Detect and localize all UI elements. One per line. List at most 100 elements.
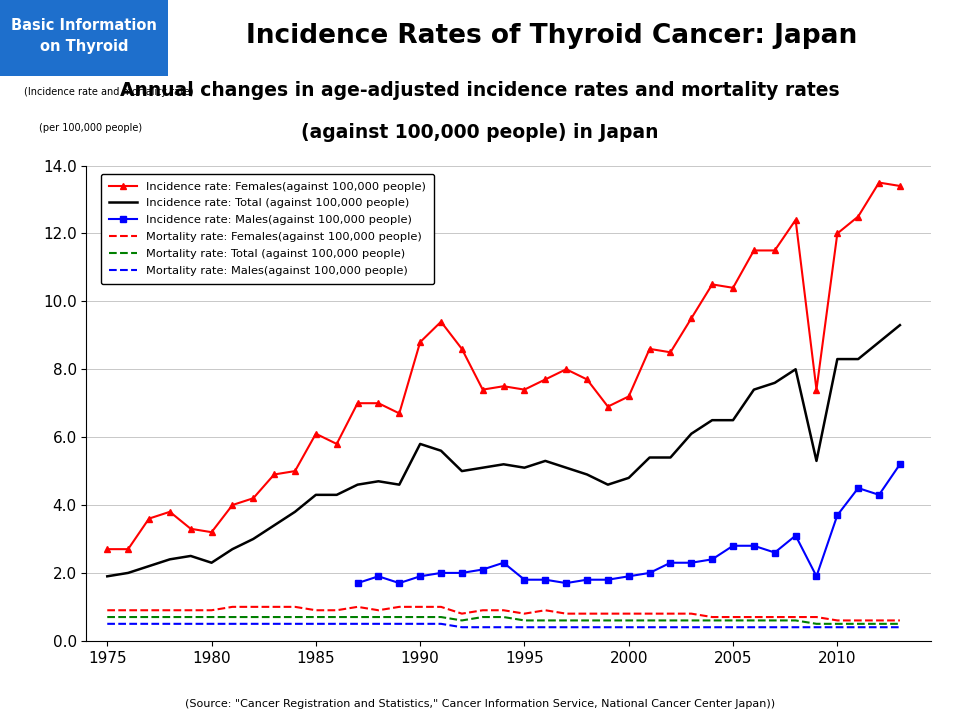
Mortality rate: Females(against 100,000 people): (1.98e+03, 0.9): Females(against 100,000 people): (1.98e+… <box>143 606 155 615</box>
Mortality rate: Males(against 100,000 people): (2e+03, 0.4): Males(against 100,000 people): (2e+03, 0… <box>602 623 613 631</box>
Incidence rate: Females(against 100,000 people): (2.01e+03, 7.4): Females(against 100,000 people): (2.01e+… <box>810 385 822 394</box>
Incidence rate: Males(against 100,000 people): (2e+03, 1.8): Males(against 100,000 people): (2e+03, 1… <box>540 575 551 584</box>
Mortality rate: Females(against 100,000 people): (2.01e+03, 0.6): Females(against 100,000 people): (2.01e+… <box>894 616 905 625</box>
Incidence rate: Females(against 100,000 people): (1.99e+03, 7.4): Females(against 100,000 people): (1.99e+… <box>477 385 489 394</box>
Mortality rate: Total (against 100,000 people): (1.98e+03, 0.7): Total (against 100,000 people): (1.98e+0… <box>185 613 197 621</box>
Mortality rate: Males(against 100,000 people): (1.99e+03, 0.5): Males(against 100,000 people): (1.99e+03… <box>435 619 446 628</box>
Incidence rate: Total (against 100,000 people): (1.98e+03, 2.4): Total (against 100,000 people): (1.98e+0… <box>164 555 176 564</box>
Mortality rate: Total (against 100,000 people): (2e+03, 0.6): Total (against 100,000 people): (2e+03, … <box>728 616 739 625</box>
Mortality rate: Males(against 100,000 people): (2e+03, 0.4): Males(against 100,000 people): (2e+03, 0… <box>644 623 656 631</box>
Mortality rate: Total (against 100,000 people): (1.99e+03, 0.7): Total (against 100,000 people): (1.99e+0… <box>394 613 405 621</box>
Mortality rate: Total (against 100,000 people): (2.01e+03, 0.5): Total (against 100,000 people): (2.01e+0… <box>831 619 843 628</box>
Incidence rate: Total (against 100,000 people): (2e+03, 6.5): Total (against 100,000 people): (2e+03, … <box>707 416 718 425</box>
Mortality rate: Total (against 100,000 people): (1.98e+03, 0.7): Total (against 100,000 people): (1.98e+0… <box>164 613 176 621</box>
Mortality rate: Females(against 100,000 people): (1.99e+03, 0.9): Females(against 100,000 people): (1.99e+… <box>372 606 384 615</box>
Mortality rate: Total (against 100,000 people): (1.99e+03, 0.7): Total (against 100,000 people): (1.99e+0… <box>435 613 446 621</box>
Incidence rate: Males(against 100,000 people): (1.99e+03, 1.7): Males(against 100,000 people): (1.99e+03… <box>351 579 363 588</box>
Incidence rate: Females(against 100,000 people): (2e+03, 8): Females(against 100,000 people): (2e+03,… <box>561 365 572 374</box>
Incidence rate: Females(against 100,000 people): (1.98e+03, 4): Females(against 100,000 people): (1.98e+… <box>227 500 238 509</box>
Mortality rate: Total (against 100,000 people): (2.01e+03, 0.6): Total (against 100,000 people): (2.01e+0… <box>769 616 780 625</box>
Mortality rate: Females(against 100,000 people): (2e+03, 0.8): Females(against 100,000 people): (2e+03,… <box>664 609 676 618</box>
Incidence rate: Females(against 100,000 people): (1.98e+03, 3.3): Females(against 100,000 people): (1.98e+… <box>185 524 197 533</box>
Mortality rate: Males(against 100,000 people): (1.99e+03, 0.5): Males(against 100,000 people): (1.99e+03… <box>415 619 426 628</box>
Mortality rate: Total (against 100,000 people): (1.99e+03, 0.7): Total (against 100,000 people): (1.99e+0… <box>477 613 489 621</box>
Mortality rate: Males(against 100,000 people): (2.01e+03, 0.4): Males(against 100,000 people): (2.01e+03… <box>874 623 885 631</box>
Mortality rate: Total (against 100,000 people): (2e+03, 0.6): Total (against 100,000 people): (2e+03, … <box>707 616 718 625</box>
Mortality rate: Total (against 100,000 people): (1.98e+03, 0.7): Total (against 100,000 people): (1.98e+0… <box>269 613 280 621</box>
Mortality rate: Males(against 100,000 people): (2e+03, 0.4): Males(against 100,000 people): (2e+03, 0… <box>561 623 572 631</box>
Mortality rate: Total (against 100,000 people): (2e+03, 0.6): Total (against 100,000 people): (2e+03, … <box>581 616 592 625</box>
Incidence rate: Total (against 100,000 people): (2e+03, 5.4): Total (against 100,000 people): (2e+03, … <box>664 453 676 462</box>
Mortality rate: Females(against 100,000 people): (1.98e+03, 1): Females(against 100,000 people): (1.98e+… <box>289 603 300 611</box>
Mortality rate: Total (against 100,000 people): (1.99e+03, 0.6): Total (against 100,000 people): (1.99e+0… <box>456 616 468 625</box>
Incidence rate: Males(against 100,000 people): (2.01e+03, 3.1): Males(against 100,000 people): (2.01e+03… <box>790 531 802 540</box>
Incidence rate: Females(against 100,000 people): (1.99e+03, 5.8): Females(against 100,000 people): (1.99e+… <box>331 440 343 449</box>
Mortality rate: Males(against 100,000 people): (2.01e+03, 0.4): Males(against 100,000 people): (2.01e+03… <box>831 623 843 631</box>
Incidence rate: Total (against 100,000 people): (1.98e+03, 4.3): Total (against 100,000 people): (1.98e+0… <box>310 490 322 499</box>
Mortality rate: Total (against 100,000 people): (1.98e+03, 0.7): Total (against 100,000 people): (1.98e+0… <box>143 613 155 621</box>
Incidence rate: Total (against 100,000 people): (2.01e+03, 7.6): Total (against 100,000 people): (2.01e+0… <box>769 379 780 387</box>
Mortality rate: Males(against 100,000 people): (2.01e+03, 0.4): Males(against 100,000 people): (2.01e+03… <box>748 623 759 631</box>
Mortality rate: Females(against 100,000 people): (2e+03, 0.7): Females(against 100,000 people): (2e+03,… <box>728 613 739 621</box>
Mortality rate: Males(against 100,000 people): (1.98e+03, 0.5): Males(against 100,000 people): (1.98e+03… <box>122 619 133 628</box>
Line: Mortality rate: Females(against 100,000 people): Mortality rate: Females(against 100,000 … <box>108 607 900 621</box>
Text: Basic Information
on Thyroid: Basic Information on Thyroid <box>12 18 156 54</box>
Incidence rate: Females(against 100,000 people): (1.98e+03, 5): Females(against 100,000 people): (1.98e+… <box>289 467 300 475</box>
Incidence rate: Total (against 100,000 people): (1.98e+03, 3): Total (against 100,000 people): (1.98e+0… <box>248 535 259 544</box>
Mortality rate: Males(against 100,000 people): (2e+03, 0.4): Males(against 100,000 people): (2e+03, 0… <box>623 623 635 631</box>
Mortality rate: Males(against 100,000 people): (1.99e+03, 0.5): Males(against 100,000 people): (1.99e+03… <box>394 619 405 628</box>
Incidence rate: Total (against 100,000 people): (2e+03, 5.1): Total (against 100,000 people): (2e+03, … <box>518 464 530 472</box>
Mortality rate: Males(against 100,000 people): (2e+03, 0.4): Males(against 100,000 people): (2e+03, 0… <box>664 623 676 631</box>
Mortality rate: Females(against 100,000 people): (1.99e+03, 1): Females(against 100,000 people): (1.99e+… <box>351 603 363 611</box>
Mortality rate: Total (against 100,000 people): (2e+03, 0.6): Total (against 100,000 people): (2e+03, … <box>518 616 530 625</box>
Incidence rate: Females(against 100,000 people): (1.99e+03, 9.4): Females(against 100,000 people): (1.99e+… <box>435 318 446 326</box>
Mortality rate: Females(against 100,000 people): (2e+03, 0.8): Females(against 100,000 people): (2e+03,… <box>644 609 656 618</box>
Mortality rate: Total (against 100,000 people): (1.99e+03, 0.7): Total (against 100,000 people): (1.99e+0… <box>351 613 363 621</box>
Mortality rate: Total (against 100,000 people): (2.01e+03, 0.5): Total (against 100,000 people): (2.01e+0… <box>894 619 905 628</box>
Mortality rate: Females(against 100,000 people): (2.01e+03, 0.7): Females(against 100,000 people): (2.01e+… <box>769 613 780 621</box>
Incidence rate: Females(against 100,000 people): (1.99e+03, 7): Females(against 100,000 people): (1.99e+… <box>351 399 363 408</box>
Incidence rate: Females(against 100,000 people): (2e+03, 7.4): Females(against 100,000 people): (2e+03,… <box>518 385 530 394</box>
Incidence rate: Total (against 100,000 people): (2e+03, 6.1): Total (against 100,000 people): (2e+03, … <box>685 429 697 438</box>
Incidence rate: Females(against 100,000 people): (1.99e+03, 8.6): Females(against 100,000 people): (1.99e+… <box>456 345 468 354</box>
Mortality rate: Females(against 100,000 people): (1.98e+03, 0.9): Females(against 100,000 people): (1.98e+… <box>185 606 197 615</box>
Mortality rate: Males(against 100,000 people): (2.01e+03, 0.4): Males(against 100,000 people): (2.01e+03… <box>894 623 905 631</box>
Bar <box>0 0 168 76</box>
Incidence rate: Total (against 100,000 people): (1.99e+03, 5.6): Total (against 100,000 people): (1.99e+0… <box>435 446 446 455</box>
Mortality rate: Males(against 100,000 people): (2.01e+03, 0.4): Males(against 100,000 people): (2.01e+03… <box>790 623 802 631</box>
Incidence rate: Females(against 100,000 people): (1.99e+03, 6.7): Females(against 100,000 people): (1.99e+… <box>394 409 405 418</box>
Line: Mortality rate: Males(against 100,000 people): Mortality rate: Males(against 100,000 pe… <box>108 624 900 627</box>
Mortality rate: Total (against 100,000 people): (2e+03, 0.6): Total (against 100,000 people): (2e+03, … <box>685 616 697 625</box>
Mortality rate: Females(against 100,000 people): (1.98e+03, 1): Females(against 100,000 people): (1.98e+… <box>248 603 259 611</box>
Incidence rate: Females(against 100,000 people): (2.01e+03, 11.5): Females(against 100,000 people): (2.01e+… <box>748 246 759 255</box>
Mortality rate: Females(against 100,000 people): (2.01e+03, 0.6): Females(against 100,000 people): (2.01e+… <box>852 616 864 625</box>
Mortality rate: Total (against 100,000 people): (1.99e+03, 0.7): Total (against 100,000 people): (1.99e+0… <box>498 613 510 621</box>
Incidence rate: Males(against 100,000 people): (2e+03, 2.3): Males(against 100,000 people): (2e+03, 2… <box>664 559 676 567</box>
Incidence rate: Total (against 100,000 people): (1.99e+03, 4.6): Total (against 100,000 people): (1.99e+0… <box>351 480 363 489</box>
Text: (against 100,000 people) in Japan: (against 100,000 people) in Japan <box>301 123 659 142</box>
Mortality rate: Males(against 100,000 people): (2e+03, 0.4): Males(against 100,000 people): (2e+03, 0… <box>707 623 718 631</box>
Incidence rate: Total (against 100,000 people): (1.98e+03, 3.4): Total (against 100,000 people): (1.98e+0… <box>269 521 280 530</box>
Mortality rate: Males(against 100,000 people): (1.98e+03, 0.5): Males(against 100,000 people): (1.98e+03… <box>164 619 176 628</box>
Mortality rate: Females(against 100,000 people): (1.98e+03, 0.9): Females(against 100,000 people): (1.98e+… <box>102 606 113 615</box>
Incidence rate: Males(against 100,000 people): (2.01e+03, 5.2): Males(against 100,000 people): (2.01e+03… <box>894 460 905 469</box>
Incidence rate: Total (against 100,000 people): (1.99e+03, 4.6): Total (against 100,000 people): (1.99e+0… <box>394 480 405 489</box>
Text: (Incidence rate and mortality rate): (Incidence rate and mortality rate) <box>24 86 193 96</box>
Mortality rate: Females(against 100,000 people): (1.98e+03, 0.9): Females(against 100,000 people): (1.98e+… <box>205 606 217 615</box>
Mortality rate: Males(against 100,000 people): (2.01e+03, 0.4): Males(against 100,000 people): (2.01e+03… <box>810 623 822 631</box>
Incidence rate: Females(against 100,000 people): (2e+03, 10.5): Females(against 100,000 people): (2e+03,… <box>707 280 718 289</box>
Mortality rate: Males(against 100,000 people): (1.99e+03, 0.5): Males(against 100,000 people): (1.99e+03… <box>372 619 384 628</box>
Mortality rate: Females(against 100,000 people): (1.98e+03, 0.9): Females(against 100,000 people): (1.98e+… <box>164 606 176 615</box>
Mortality rate: Females(against 100,000 people): (2e+03, 0.7): Females(against 100,000 people): (2e+03,… <box>707 613 718 621</box>
Mortality rate: Males(against 100,000 people): (1.98e+03, 0.5): Males(against 100,000 people): (1.98e+03… <box>102 619 113 628</box>
Mortality rate: Total (against 100,000 people): (2e+03, 0.6): Total (against 100,000 people): (2e+03, … <box>644 616 656 625</box>
Incidence rate: Total (against 100,000 people): (2.01e+03, 7.4): Total (against 100,000 people): (2.01e+0… <box>748 385 759 394</box>
Mortality rate: Males(against 100,000 people): (2e+03, 0.4): Males(against 100,000 people): (2e+03, 0… <box>728 623 739 631</box>
Incidence rate: Females(against 100,000 people): (2e+03, 8.5): Females(against 100,000 people): (2e+03,… <box>664 348 676 356</box>
Incidence rate: Total (against 100,000 people): (1.98e+03, 2): Total (against 100,000 people): (1.98e+0… <box>122 569 133 577</box>
Mortality rate: Females(against 100,000 people): (2e+03, 0.8): Females(against 100,000 people): (2e+03,… <box>581 609 592 618</box>
Mortality rate: Males(against 100,000 people): (1.99e+03, 0.5): Males(against 100,000 people): (1.99e+03… <box>351 619 363 628</box>
Incidence rate: Males(against 100,000 people): (2e+03, 1.8): Males(against 100,000 people): (2e+03, 1… <box>518 575 530 584</box>
Mortality rate: Males(against 100,000 people): (1.98e+03, 0.5): Males(against 100,000 people): (1.98e+03… <box>143 619 155 628</box>
Incidence rate: Females(against 100,000 people): (1.98e+03, 2.7): Females(against 100,000 people): (1.98e+… <box>122 545 133 554</box>
